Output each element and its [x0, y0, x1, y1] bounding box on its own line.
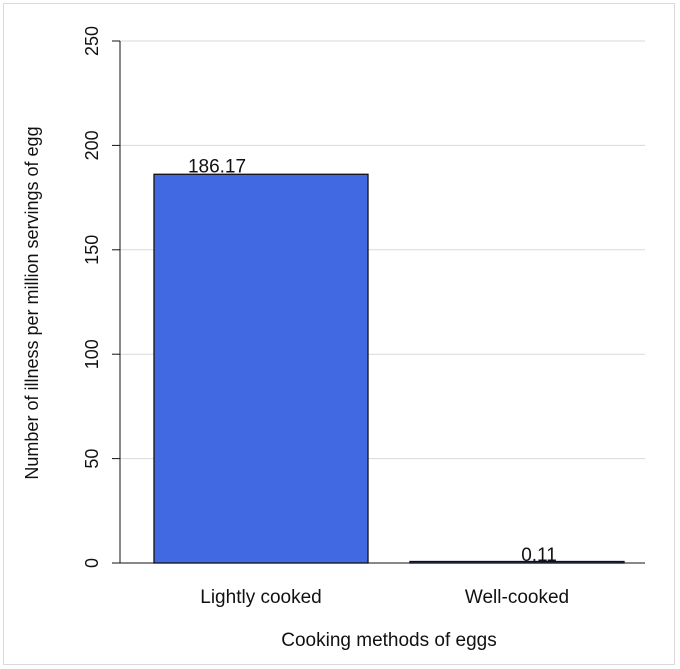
y-tick-label: 250	[82, 26, 102, 56]
x-category-labels: Lightly cooked Well-cooked	[200, 587, 569, 608]
y-tick-label: 50	[82, 449, 102, 469]
data-labels: 186.17 0.11	[188, 156, 557, 565]
data-label: 0.11	[521, 545, 557, 566]
y-tick-label: 150	[82, 235, 102, 265]
bars	[153, 173, 625, 564]
y-axis-title: Number of illness per million servings o…	[22, 126, 42, 479]
y-tick-label: 200	[82, 130, 102, 160]
y-axis	[112, 40, 645, 564]
data-label: 186.17	[188, 156, 246, 177]
y-tick-labels: 0 50 100 150 200 250	[82, 26, 102, 568]
x-axis-title: Cooking methods of eggs	[281, 630, 496, 651]
bar	[153, 173, 369, 564]
y-tick-label: 100	[82, 339, 102, 369]
x-category-label: Well-cooked	[465, 587, 569, 608]
x-category-label: Lightly cooked	[200, 587, 321, 608]
y-tick-label: 0	[82, 558, 102, 568]
